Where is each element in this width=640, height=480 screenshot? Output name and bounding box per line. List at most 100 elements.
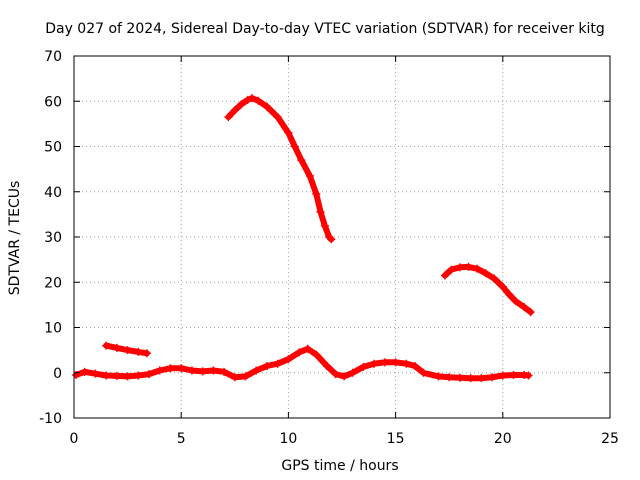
data-point — [237, 100, 246, 109]
data-point — [123, 346, 132, 355]
data-point — [524, 371, 533, 380]
data-point — [112, 371, 121, 380]
x-tick-label: 15 — [387, 431, 405, 447]
data-point — [290, 142, 299, 151]
series-high-arc — [224, 94, 336, 244]
data-point — [134, 371, 143, 380]
x-tick-label: 20 — [494, 431, 512, 447]
y-axis-title: SDTVAR / TECUs — [7, 181, 23, 296]
series-layer — [72, 94, 535, 383]
data-point — [440, 271, 449, 280]
data-point — [187, 366, 196, 375]
data-point — [102, 371, 111, 380]
y-tick-label: -10 — [39, 411, 62, 427]
data-point — [466, 374, 475, 383]
data-point — [254, 96, 263, 105]
chart-title: Day 027 of 2024, Sidereal Day-to-day VTE… — [45, 21, 605, 37]
data-point — [123, 372, 132, 381]
data-point — [134, 347, 143, 356]
data-point — [498, 282, 507, 291]
data-point — [142, 349, 151, 358]
data-point — [295, 348, 304, 357]
data-point — [102, 341, 111, 350]
series-line-high-arc — [225, 95, 335, 243]
data-point — [247, 94, 256, 103]
data-point — [112, 343, 121, 352]
data-point — [241, 372, 250, 381]
y-tick-label: 30 — [44, 230, 62, 246]
data-point — [209, 366, 218, 375]
data-point — [488, 373, 497, 382]
y-tick-label: 60 — [44, 94, 62, 110]
data-point — [284, 128, 293, 137]
data-point — [419, 368, 428, 377]
data-point — [505, 290, 514, 299]
data-point — [312, 350, 321, 359]
data-point — [490, 274, 499, 283]
grid-layer — [74, 56, 610, 418]
data-point — [284, 355, 293, 364]
data-point — [166, 364, 175, 373]
y-tick-label: 10 — [44, 321, 62, 337]
series-main-baseline — [72, 344, 533, 383]
data-point — [177, 364, 186, 373]
data-point — [155, 366, 164, 375]
x-tick-label: 10 — [279, 431, 297, 447]
data-point — [80, 367, 89, 376]
data-point — [498, 371, 507, 380]
data-point — [230, 373, 239, 382]
data-point — [331, 370, 340, 379]
data-point — [520, 303, 529, 312]
data-point — [312, 190, 321, 199]
data-point — [198, 367, 207, 376]
data-point — [481, 269, 490, 278]
data-point — [303, 344, 312, 353]
data-point — [316, 208, 325, 217]
data-point — [91, 369, 100, 378]
x-axis-title: GPS time / hours — [281, 458, 398, 474]
data-point — [391, 358, 400, 367]
data-point — [511, 297, 520, 306]
data-point — [252, 366, 261, 375]
data-point — [434, 372, 443, 381]
series-short-arc-early — [102, 341, 151, 358]
data-point — [322, 361, 331, 370]
data-point — [359, 362, 368, 371]
x-tick-label: 25 — [601, 431, 619, 447]
data-point — [297, 156, 306, 165]
data-point — [320, 221, 329, 230]
series-evening-arc — [440, 262, 535, 317]
data-point — [305, 171, 314, 180]
data-point — [509, 371, 518, 380]
data-point — [327, 235, 336, 244]
data-point — [273, 359, 282, 368]
y-tick-label: 50 — [44, 140, 62, 156]
data-point — [477, 374, 486, 383]
tick-layer: 0 5 10 15 20 25 -10 0 10 20 30 40 50 60 70 — [39, 49, 619, 447]
y-tick-label: 40 — [44, 185, 62, 201]
data-point — [402, 359, 411, 368]
data-point — [262, 102, 271, 111]
data-point — [455, 373, 464, 382]
x-tick-label: 0 — [70, 431, 79, 447]
data-point — [262, 361, 271, 370]
data-point — [410, 361, 419, 370]
x-tick-label: 5 — [177, 431, 186, 447]
data-point — [220, 367, 229, 376]
data-point — [526, 308, 535, 317]
data-point — [243, 95, 252, 104]
data-point — [145, 370, 154, 379]
data-point — [340, 372, 349, 381]
data-point — [230, 106, 239, 115]
data-point — [464, 262, 473, 271]
data-point — [380, 358, 389, 367]
data-point — [370, 359, 379, 368]
data-point — [447, 265, 456, 274]
y-tick-label: 70 — [44, 49, 62, 65]
data-point — [473, 264, 482, 273]
data-point — [445, 373, 454, 382]
data-point — [348, 368, 357, 377]
y-tick-label: 20 — [44, 275, 62, 291]
y-tick-label: 0 — [53, 366, 62, 382]
